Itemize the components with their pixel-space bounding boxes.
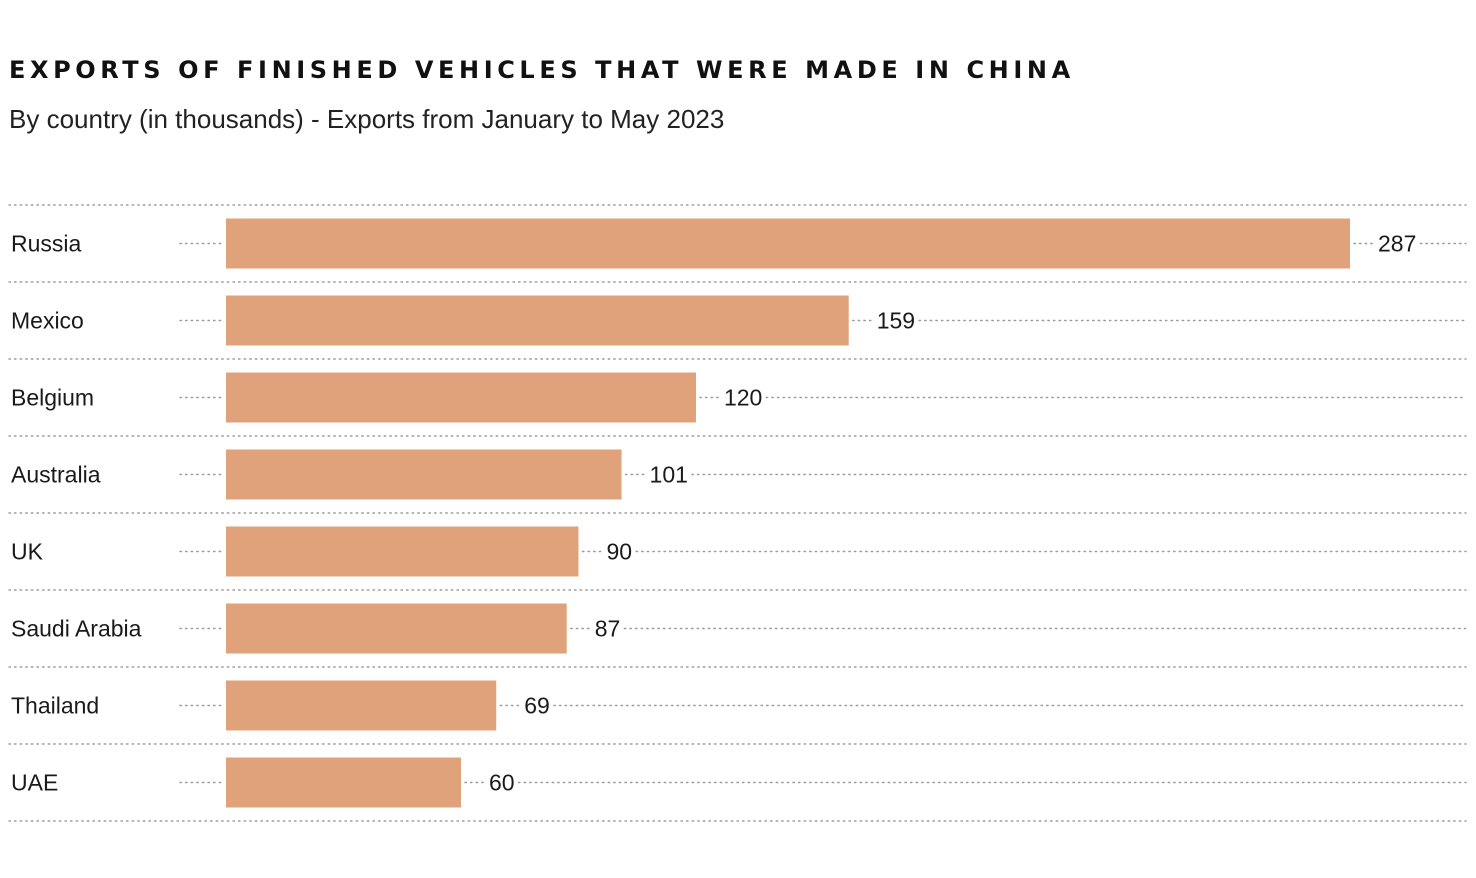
category-label: Russia: [11, 231, 82, 257]
value-label: 87: [595, 616, 621, 642]
bar: [226, 218, 1350, 269]
value-label: 90: [606, 539, 632, 565]
category-label: Thailand: [11, 693, 99, 719]
category-label: Belgium: [11, 385, 94, 411]
bar: [226, 603, 567, 654]
bar: [226, 757, 461, 808]
bar: [226, 372, 696, 423]
chart-title: EXPORTS OF FINISHED VEHICLES THAT WERE M…: [9, 56, 1075, 84]
value-label: 159: [877, 308, 915, 334]
chart-subtitle: By country (in thousands) - Exports from…: [9, 104, 725, 134]
value-label: 60: [489, 770, 515, 796]
bar: [226, 526, 579, 577]
value-label: 69: [524, 693, 550, 719]
category-label: UK: [11, 539, 44, 565]
value-label: 120: [724, 385, 762, 411]
value-label: 287: [1378, 231, 1416, 257]
category-label: Mexico: [11, 308, 84, 334]
bar: [226, 680, 497, 731]
category-label: Saudi Arabia: [11, 616, 142, 642]
bar: [226, 295, 849, 346]
category-label: UAE: [11, 770, 58, 796]
bar: [226, 449, 622, 500]
value-label: 101: [650, 462, 688, 488]
category-label: Australia: [11, 462, 101, 488]
